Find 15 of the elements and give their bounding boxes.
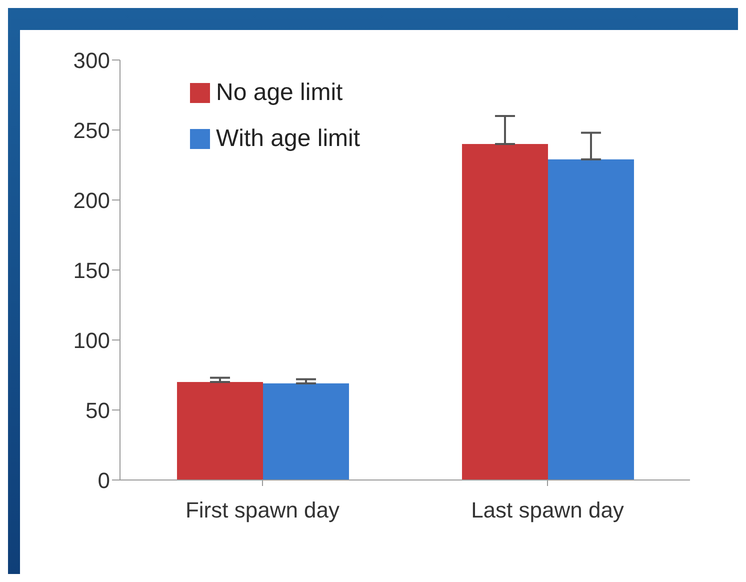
legend-label: With age limit [216,125,360,153]
y-tick-label: 0 [98,468,110,493]
x-tick-label: Last spawn day [471,498,624,523]
x-tick-label: First spawn day [185,498,340,523]
bar [548,159,634,480]
y-tick-label: 300 [73,48,110,73]
bar [462,144,548,480]
y-tick-label: 100 [73,328,110,353]
y-tick-label: 150 [73,258,110,283]
legend-label: No age limit [216,79,343,107]
bar [263,383,349,480]
y-tick-label: 200 [73,188,110,213]
y-tick-label: 50 [86,398,110,423]
bar [177,382,263,480]
y-tick-label: 250 [73,118,110,143]
